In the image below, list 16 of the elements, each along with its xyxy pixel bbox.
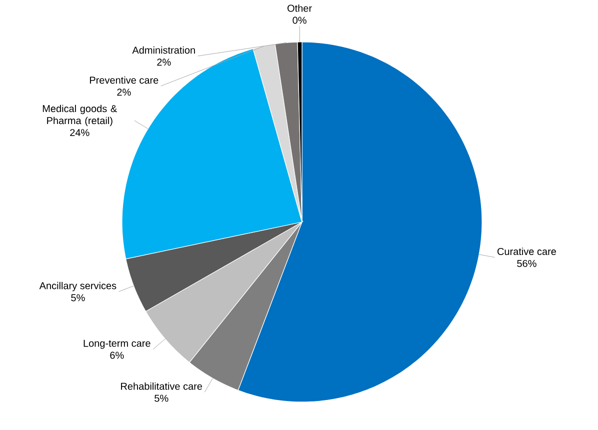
data-label: 56% (517, 260, 536, 268)
data-label: 24% (70, 129, 90, 136)
data-label: 5% (71, 294, 85, 302)
slice-label: Other (288, 4, 312, 12)
slice-label: Medical goods & Pharma (retail) (42, 104, 117, 126)
slice-label: Long-term care (84, 340, 150, 349)
slice-label: Ancillary services (39, 282, 116, 292)
slice-label: Preventive care (90, 76, 158, 84)
data-label: 0% (292, 16, 306, 24)
slice-label: Rehabilitative care (121, 382, 202, 390)
data-label: 2% (157, 58, 171, 66)
slice-label: Administration (132, 46, 195, 54)
slice-label: Curative care (497, 248, 556, 256)
data-label: 2% (117, 88, 131, 96)
data-label: 5% (154, 394, 168, 402)
data-label: 6% (110, 352, 124, 359)
